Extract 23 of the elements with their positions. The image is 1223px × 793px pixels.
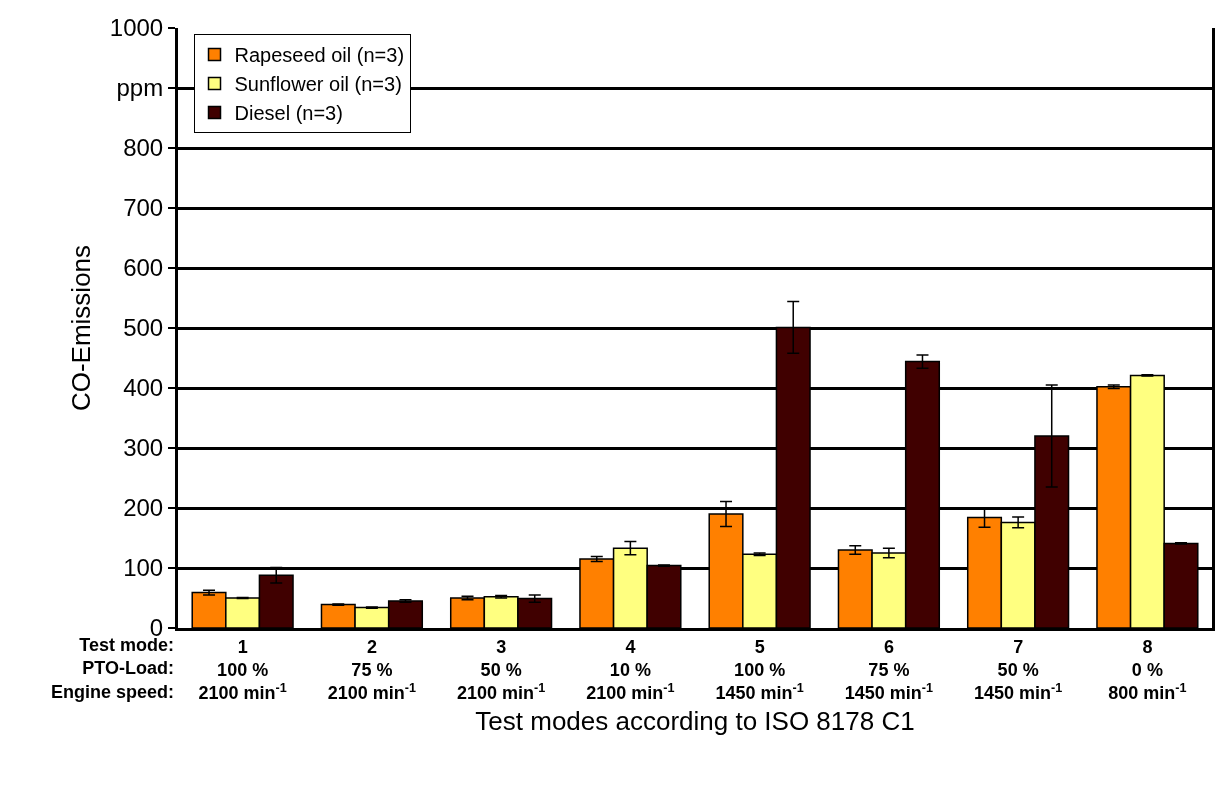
y-tick-label: 500: [123, 314, 164, 342]
x-tick-label: 2 75 % 2100 min$^{-1}$: [327, 636, 417, 704]
legend-label: Diesel (n=3): [234, 102, 343, 125]
x-tick-label: 7 50 % 1450 min$^{-1}$: [974, 636, 1063, 704]
x-tick-label: 1 100 % 2100 min$^{-1}$: [198, 636, 287, 704]
y-tick-label: 700: [123, 194, 164, 222]
x-axis-title: Test modes according to ISO 8178 C1: [475, 706, 915, 737]
y-tick-label: 800: [123, 134, 164, 162]
y-tick-label: 1000: [109, 14, 164, 42]
y-tick-label: ppm: [116, 74, 164, 102]
y-axis-title: CO-Emissions: [66, 244, 97, 412]
x-tick-label: 4 10 % 2100 min$^{-1}$: [586, 636, 675, 704]
y-tick-label: 400: [123, 374, 164, 402]
x-tick-label: 8 0 % 800 min$^{-1}$: [1108, 636, 1187, 704]
legend-label: Rapeseed oil (n=3): [234, 44, 405, 67]
y-tick-label: 600: [123, 254, 164, 282]
x-tick-label: 5 100 % 1450 min$^{-1}$: [715, 636, 804, 704]
y-tick-label: 100: [123, 554, 164, 582]
x-tick-label: 3 50 % 2100 min$^{-1}$: [457, 636, 546, 704]
x-tick-label: 6 75 % 1450 min$^{-1}$: [844, 636, 934, 704]
y-tick-label: 300: [123, 434, 164, 462]
y-tick-label: 200: [123, 494, 164, 522]
legend-label: Sunflower oil (n=3): [234, 73, 402, 96]
